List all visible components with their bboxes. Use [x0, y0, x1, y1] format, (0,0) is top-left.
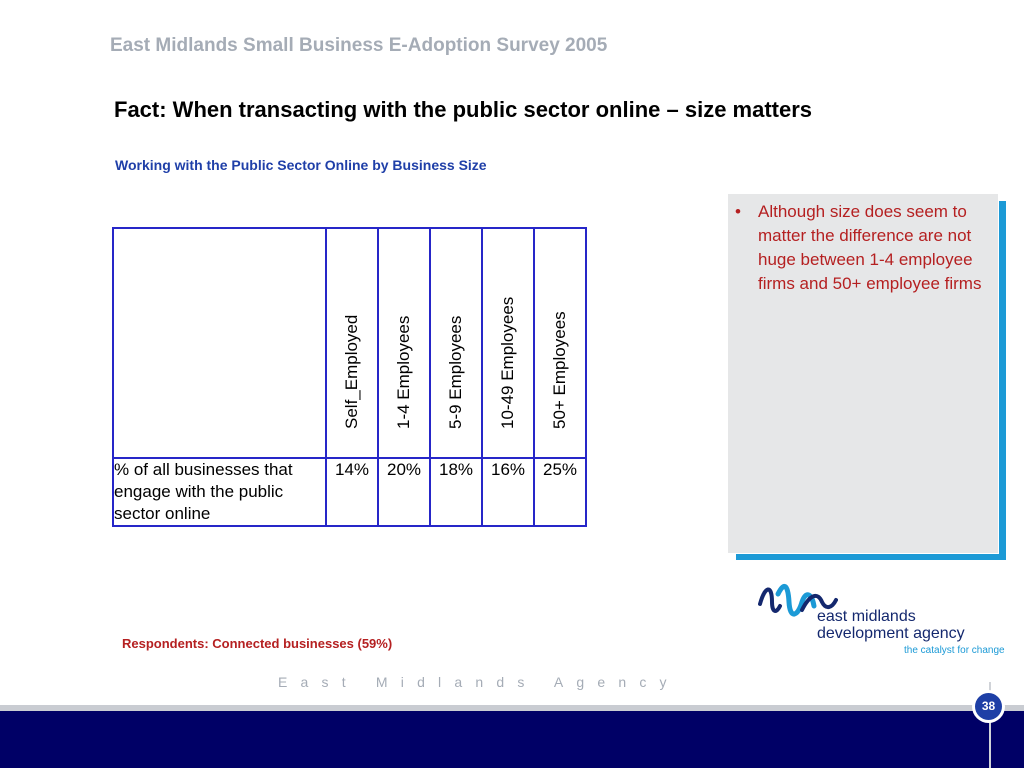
value-cell: 14%: [325, 457, 379, 527]
table-row: % of all businesses that engage with the…: [112, 457, 587, 527]
column-header-label: Self_Employed: [342, 314, 361, 429]
respondents-note: Respondents: Connected businesses (59%): [122, 636, 393, 651]
table-subtitle: Working with the Public Sector Online by…: [115, 157, 487, 173]
value-cell: 20%: [377, 457, 431, 527]
footer-bar: [0, 711, 1024, 768]
survey-title: East Midlands Small Business E-Adoption …: [110, 35, 608, 56]
note-box: [727, 193, 999, 554]
value-cell: 18%: [429, 457, 483, 527]
column-header-1-4-employees: 1-4 Employees: [377, 227, 431, 459]
logo-tagline: the catalyst for change: [904, 645, 1005, 656]
row-label: % of all businesses that engage with the…: [112, 457, 327, 527]
column-header-5-9-employees: 5-9 Employees: [429, 227, 483, 459]
column-header-label: 10-49 Employees: [498, 296, 517, 429]
table-corner-cell: [112, 227, 327, 459]
logo-name-line2: development agency: [817, 625, 965, 642]
note-text: Although size does seem to matter the di…: [758, 202, 982, 293]
page-number: 38: [975, 693, 1002, 720]
wave-logo-icon: [758, 584, 838, 617]
column-header-50-plus-employees: 50+ Employees: [533, 227, 587, 459]
column-header-label: 50+ Employees: [550, 311, 569, 429]
footer-agency-name: East Midlands Agency: [278, 674, 680, 690]
slide-heading: Fact: When transacting with the public s…: [114, 97, 813, 122]
business-size-table: Self_Employed 1-4 Employees 5-9 Employee…: [112, 227, 587, 527]
emda-logo: east midlands development agency the cat…: [758, 580, 1008, 660]
column-header-label: 1-4 Employees: [394, 315, 413, 429]
value-cell: 25%: [533, 457, 587, 527]
page-number-line: [989, 682, 991, 768]
bullet-marker: •: [735, 202, 741, 221]
value-cell: 16%: [481, 457, 535, 527]
footer-divider: [0, 705, 1024, 711]
column-header-self-employed: Self_Employed: [325, 227, 379, 459]
note-bullet-item: • Although size does seem to matter the …: [735, 200, 990, 296]
table-header-row: Self_Employed 1-4 Employees 5-9 Employee…: [112, 227, 587, 459]
column-header-10-49-employees: 10-49 Employees: [481, 227, 535, 459]
logo-name-line1: east midlands: [817, 608, 916, 625]
column-header-label: 5-9 Employees: [446, 315, 465, 429]
